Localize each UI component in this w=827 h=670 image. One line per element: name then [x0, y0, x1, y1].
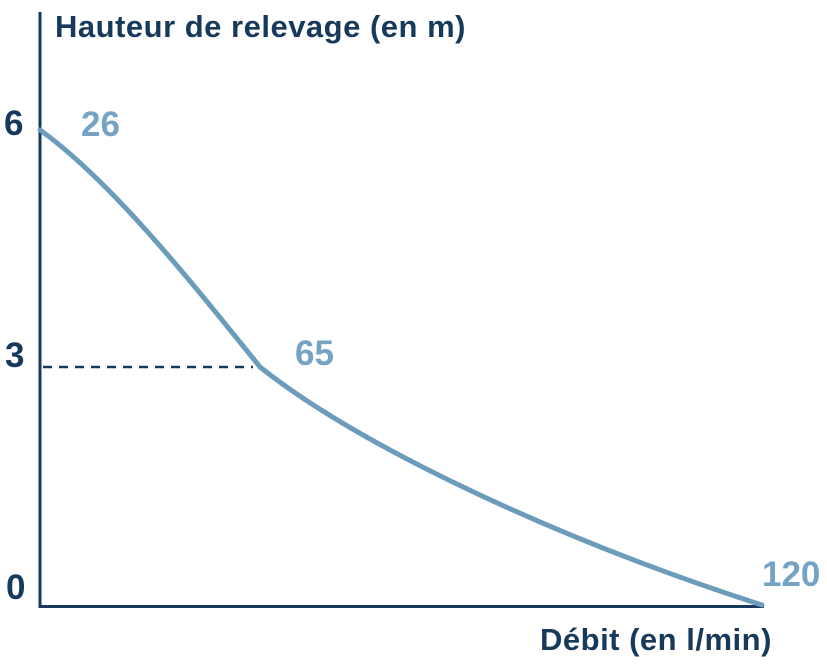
y-tick-6: 6 — [4, 104, 24, 143]
y-axis-title: Hauteur de relevage (en m) — [55, 9, 466, 44]
point-label-120: 120 — [762, 555, 821, 594]
y-tick-0: 0 — [6, 568, 26, 607]
x-axis-title: Débit (en l/min) — [540, 622, 772, 657]
point-label-26: 26 — [81, 105, 120, 144]
point-label-65: 65 — [295, 334, 334, 373]
pump-curve-line — [37, 127, 765, 608]
y-tick-3: 3 — [5, 336, 25, 375]
